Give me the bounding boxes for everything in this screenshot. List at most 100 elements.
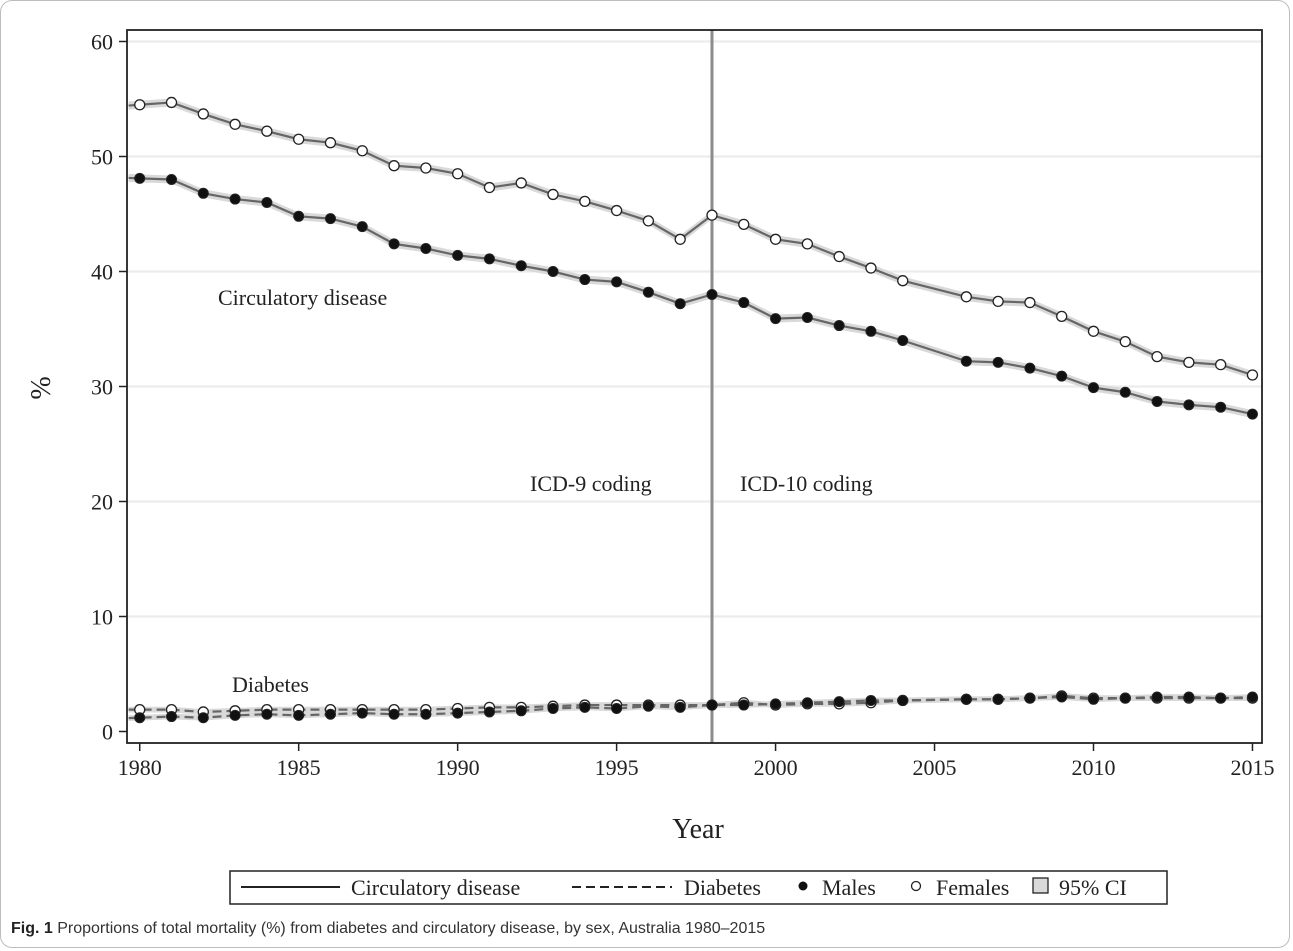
data-point-circulatory-disease-males-1982 <box>197 187 209 199</box>
x-tick-label-2015: 2015 <box>1230 755 1274 780</box>
data-point-circulatory-disease-females-1982 <box>197 108 209 120</box>
data-point-circulatory-disease-males-2006 <box>960 355 972 367</box>
y-tick-label-50: 50 <box>91 145 113 170</box>
axes: 0 10 20 30 40 50 60 1980 1985 1990 1995 2000 2005 201… <box>91 30 1274 781</box>
data-point-circulatory-disease-females-1988 <box>388 160 400 172</box>
data-point-diabetes-males-1984 <box>261 708 273 720</box>
annotation-diabetes: Diabetes <box>232 672 309 697</box>
data-point-circulatory-disease-males-2008 <box>1024 362 1036 374</box>
caption-text: Proportions of total mortality (%) from … <box>52 920 766 937</box>
data-point-circulatory-disease-males-1981 <box>166 174 178 185</box>
data-point-diabetes-males-2008 <box>1024 692 1036 704</box>
data-point-diabetes-males-1993 <box>547 703 559 714</box>
data-point-circulatory-disease-females-1983 <box>229 118 241 130</box>
data-point-circulatory-disease-males-1996 <box>642 286 654 298</box>
data-point-diabetes-males-2009 <box>1056 691 1068 703</box>
data-point-diabetes-males-2013 <box>1183 691 1195 703</box>
data-point-circulatory-disease-males-1984 <box>261 197 273 208</box>
data-point-circulatory-disease-males-2010 <box>1087 382 1099 394</box>
data-point-diabetes-males-1997 <box>674 701 686 713</box>
data-point-circulatory-disease-males-1989 <box>420 243 432 254</box>
data-point-diabetes-males-2004 <box>897 694 909 706</box>
data-point-circulatory-disease-females-1985 <box>293 133 305 145</box>
data-point-diabetes-males-1996 <box>642 700 654 712</box>
data-point-circulatory-disease-females-2001 <box>801 238 814 250</box>
legend-swatch-filled-marker <box>798 881 808 891</box>
data-point-circulatory-disease-females-2007 <box>992 295 1004 308</box>
data-point-diabetes-males-1998 <box>706 699 718 711</box>
data-point-diabetes-males-2011 <box>1119 692 1131 704</box>
data-point-circulatory-disease-females-1981 <box>165 96 178 109</box>
data-point-circulatory-disease-females-2008 <box>1024 296 1036 309</box>
y-tick-label-30: 30 <box>91 375 113 400</box>
data-point-circulatory-disease-males-2000 <box>770 313 782 325</box>
data-point-circulatory-disease-females-1984 <box>261 125 273 137</box>
annotation-circulatory-disease: Circulatory disease <box>218 285 387 310</box>
data-point-circulatory-disease-males-1991 <box>483 253 495 265</box>
x-axis-title: Year <box>672 814 724 845</box>
ci-band-circulatory-disease-males <box>128 173 1253 419</box>
data-point-diabetes-males-1991 <box>483 706 495 718</box>
data-point-circulatory-disease-females-2003 <box>865 262 877 274</box>
data-point-circulatory-disease-males-1983 <box>229 193 241 205</box>
legend-swatch-ci-box <box>1032 877 1049 894</box>
legend: Circulatory disease Diabetes Males Femal… <box>229 870 1168 905</box>
data-point-diabetes-males-1981 <box>166 711 178 723</box>
data-point-diabetes-males-1980 <box>134 712 146 724</box>
data-point-diabetes-males-1987 <box>356 707 368 719</box>
x-tick-label-2010: 2010 <box>1071 755 1115 780</box>
data-point-circulatory-disease-males-1992 <box>515 260 527 272</box>
data-point-circulatory-disease-males-2014 <box>1215 401 1227 413</box>
y-tick-label-10: 10 <box>91 605 113 630</box>
data-point-circulatory-disease-females-1997 <box>674 233 686 245</box>
data-point-circulatory-disease-males-1988 <box>388 238 400 250</box>
data-point-circulatory-disease-males-1998 <box>706 289 718 300</box>
x-tick-label-1980: 1980 <box>118 755 162 780</box>
data-point-diabetes-males-1994 <box>579 701 591 713</box>
data-point-circulatory-disease-females-2012 <box>1151 350 1163 363</box>
data-point-diabetes-males-1985 <box>293 709 305 721</box>
data-point-circulatory-disease-females-2002 <box>833 250 845 263</box>
data-point-circulatory-disease-females-1999 <box>738 218 750 231</box>
data-point-circulatory-disease-males-1997 <box>674 298 686 310</box>
data-point-circulatory-disease-females-2015 <box>1246 369 1259 381</box>
data-point-circulatory-disease-males-2003 <box>865 325 877 337</box>
data-point-circulatory-disease-females-1993 <box>547 188 559 201</box>
y-tick-label-0: 0 <box>102 720 113 745</box>
series-lines <box>128 101 1253 720</box>
data-point-diabetes-males-1983 <box>229 709 241 721</box>
data-point-circulatory-disease-females-2006 <box>960 291 972 303</box>
annotation-icd10-coding: ICD-10 coding <box>740 471 873 496</box>
data-point-circulatory-disease-males-1985 <box>293 210 305 222</box>
data-point-circulatory-disease-males-2009 <box>1056 370 1068 382</box>
data-point-circulatory-disease-males-2015 <box>1246 408 1258 420</box>
data-point-diabetes-males-2015 <box>1246 691 1258 703</box>
data-point-diabetes-males-1989 <box>420 708 432 720</box>
data-point-circulatory-disease-females-1980 <box>134 99 146 111</box>
series-markers <box>134 96 1259 724</box>
data-point-circulatory-disease-females-2013 <box>1183 356 1195 369</box>
data-point-circulatory-disease-males-1987 <box>356 221 368 233</box>
x-tick-label-2000: 2000 <box>754 755 798 780</box>
x-tick-label-1990: 1990 <box>436 755 480 780</box>
y-tick-label-20: 20 <box>91 490 113 515</box>
data-point-circulatory-disease-females-2004 <box>897 275 909 287</box>
data-point-diabetes-males-2010 <box>1087 693 1099 705</box>
figure-caption: Fig. 1 Proportions of total mortality (%… <box>11 920 765 938</box>
data-point-diabetes-males-1986 <box>324 708 336 720</box>
data-point-circulatory-disease-females-1986 <box>324 137 337 149</box>
legend-frame <box>229 870 1168 905</box>
y-tick-label-60: 60 <box>91 30 113 55</box>
legend-label-diabetes: Diabetes <box>684 875 761 900</box>
data-point-diabetes-males-2007 <box>992 693 1004 705</box>
annotation-icd9-coding: ICD-9 coding <box>530 471 652 496</box>
legend-label-females: Females <box>936 875 1009 900</box>
series-line-circulatory-disease-males <box>128 176 1253 416</box>
x-tick-label-1985: 1985 <box>277 755 321 780</box>
data-point-diabetes-males-2002 <box>833 696 845 708</box>
ci-bands <box>128 98 1253 721</box>
legend-label-95-ci: 95% CI <box>1059 875 1127 900</box>
data-point-circulatory-disease-females-1995 <box>610 204 623 217</box>
